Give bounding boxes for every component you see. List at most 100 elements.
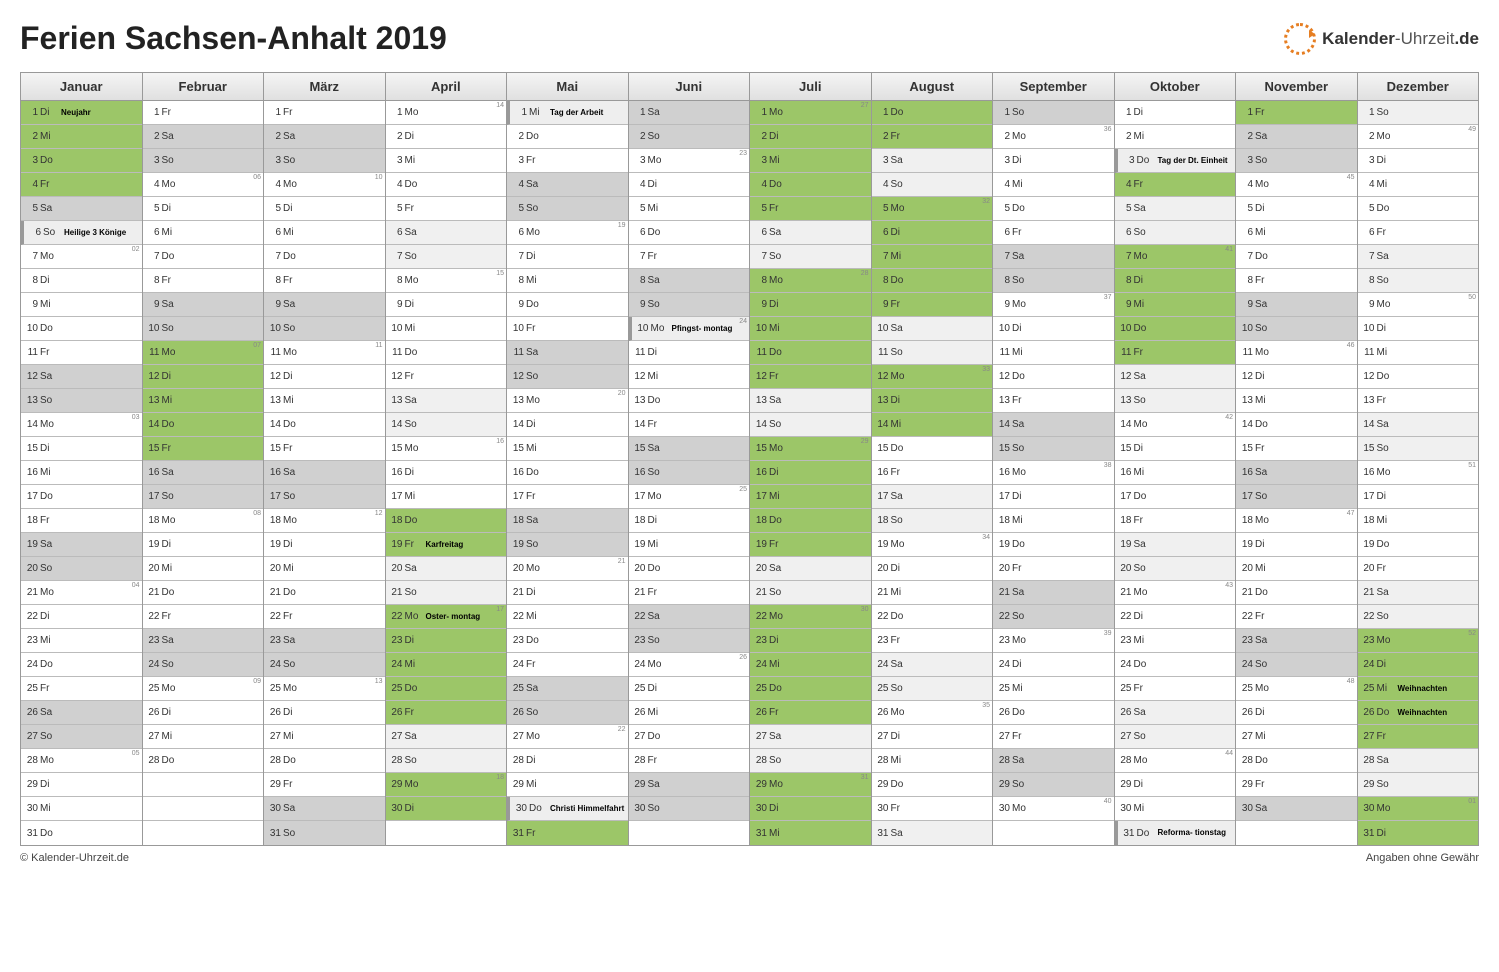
day-cell: 1Fr xyxy=(1236,101,1357,125)
day-weekday: Do xyxy=(1134,323,1152,334)
day-cell: 7Fr xyxy=(629,245,750,269)
day-weekday: Fr xyxy=(162,275,180,286)
day-weekday: Mi xyxy=(1012,179,1030,190)
day-number: 7 xyxy=(1118,251,1132,262)
day-weekday: Di xyxy=(162,371,180,382)
day-number: 1 xyxy=(875,107,889,118)
day-number: 5 xyxy=(24,203,38,214)
day-number: 29 xyxy=(1118,779,1132,790)
day-weekday: Do xyxy=(162,419,180,430)
day-weekday: Di xyxy=(769,803,787,814)
day-weekday: Do xyxy=(648,563,666,574)
day-number: 24 xyxy=(510,659,524,670)
day-cell: 23Sa xyxy=(1236,629,1357,653)
day-weekday: So xyxy=(648,803,666,814)
day-cell: 15Fr xyxy=(264,437,385,461)
day-cell: 16So xyxy=(629,461,750,485)
day-number: 24 xyxy=(632,659,646,670)
day-number: 19 xyxy=(996,539,1010,550)
day-number: 6 xyxy=(1239,227,1253,238)
holiday-label: Neujahr xyxy=(61,109,142,117)
day-cell: 11Mi xyxy=(1358,341,1479,365)
day-weekday: Mo xyxy=(769,611,787,622)
day-cell: 1Sa xyxy=(629,101,750,125)
day-number: 14 xyxy=(1239,419,1253,430)
day-weekday: Fr xyxy=(1377,395,1395,406)
day-weekday: So xyxy=(283,828,301,839)
day-weekday: So xyxy=(405,251,423,262)
day-cell: 28Do xyxy=(1236,749,1357,773)
day-number: 3 xyxy=(632,155,646,166)
day-number: 26 xyxy=(1239,707,1253,718)
holiday-label: Reforma- tionstag xyxy=(1158,829,1236,837)
day-cell: 22Fr xyxy=(264,605,385,629)
day-number: 18 xyxy=(632,515,646,526)
day-weekday: Mo xyxy=(526,227,544,238)
day-number: 8 xyxy=(510,275,524,286)
day-number: 19 xyxy=(24,539,38,550)
day-cell: 22Di xyxy=(1115,605,1236,629)
day-weekday: Di xyxy=(405,467,423,478)
day-cell: 14Do xyxy=(143,413,264,437)
day-cell: 27Fr xyxy=(1358,725,1479,749)
day-number: 27 xyxy=(632,731,646,742)
day-number: 20 xyxy=(146,563,160,574)
day-cell: 26Di xyxy=(1236,701,1357,725)
day-number: 17 xyxy=(24,491,38,502)
day-cell: 19So xyxy=(507,533,628,557)
day-cell: 28So xyxy=(386,749,507,773)
day-weekday: So xyxy=(405,755,423,766)
day-weekday: Mi xyxy=(40,131,58,142)
day-cell: 18Mi xyxy=(1358,509,1479,533)
day-weekday: Mi xyxy=(1012,515,1030,526)
day-cell: 27Mi xyxy=(1236,725,1357,749)
day-weekday: Sa xyxy=(769,395,787,406)
day-cell: 29Mi xyxy=(507,773,628,797)
day-weekday: Mo xyxy=(648,491,666,502)
day-cell: 25Di xyxy=(629,677,750,701)
day-weekday: Mi xyxy=(526,779,544,790)
day-weekday: Fr xyxy=(648,251,666,262)
day-weekday: Di xyxy=(1012,323,1030,334)
day-weekday: Di xyxy=(1255,203,1273,214)
day-weekday: Mi xyxy=(1134,299,1152,310)
day-number: 8 xyxy=(24,275,38,286)
day-weekday: Mi xyxy=(1134,635,1152,646)
day-number: 11 xyxy=(24,347,38,358)
day-cell: 25Mo48 xyxy=(1236,677,1357,701)
day-weekday: Mo xyxy=(40,755,58,766)
day-cell: 20Mo21 xyxy=(507,557,628,581)
day-weekday: Do xyxy=(283,251,301,262)
day-weekday: Di xyxy=(405,635,423,646)
day-weekday: Fr xyxy=(405,203,423,214)
day-cell: 3Mo23 xyxy=(629,149,750,173)
day-cell: 6SoHeilige 3 Könige xyxy=(21,221,142,245)
month-header: November xyxy=(1236,73,1357,101)
day-weekday: Sa xyxy=(526,179,544,190)
day-weekday: Fr xyxy=(283,611,301,622)
week-number: 33 xyxy=(982,366,990,373)
holiday-label: Pfingst- montag xyxy=(672,325,750,333)
day-cell: 19Di xyxy=(1236,533,1357,557)
day-number: 6 xyxy=(632,227,646,238)
day-cell: 16Di xyxy=(750,461,871,485)
day-weekday: Mi xyxy=(283,563,301,574)
day-cell: 6Mo19 xyxy=(507,221,628,245)
day-number: 19 xyxy=(875,539,889,550)
day-cell: 24Di xyxy=(993,653,1114,677)
day-cell: 14So xyxy=(386,413,507,437)
day-number: 5 xyxy=(1118,203,1132,214)
day-cell: 24Mo26 xyxy=(629,653,750,677)
day-number: 11 xyxy=(996,347,1010,358)
day-number: 18 xyxy=(1118,515,1132,526)
day-number: 8 xyxy=(632,275,646,286)
day-cell: 4Fr xyxy=(1115,173,1236,197)
day-weekday: Mo xyxy=(1255,179,1273,190)
holiday-label: Karfreitag xyxy=(426,541,507,549)
day-cell: 5Fr xyxy=(386,197,507,221)
day-cell: 26Di xyxy=(143,701,264,725)
day-number: 2 xyxy=(146,131,160,142)
day-number: 23 xyxy=(510,635,524,646)
day-weekday: So xyxy=(1255,659,1273,670)
day-weekday: Mo xyxy=(283,347,301,358)
